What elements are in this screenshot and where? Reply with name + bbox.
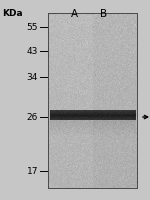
Text: 26: 26: [27, 113, 38, 122]
Text: 34: 34: [27, 73, 38, 82]
Text: B: B: [100, 9, 108, 19]
Text: 43: 43: [27, 47, 38, 56]
Text: 55: 55: [27, 23, 38, 32]
Text: 17: 17: [27, 167, 38, 176]
Text: KDa: KDa: [2, 9, 23, 18]
Text: A: A: [70, 9, 78, 19]
